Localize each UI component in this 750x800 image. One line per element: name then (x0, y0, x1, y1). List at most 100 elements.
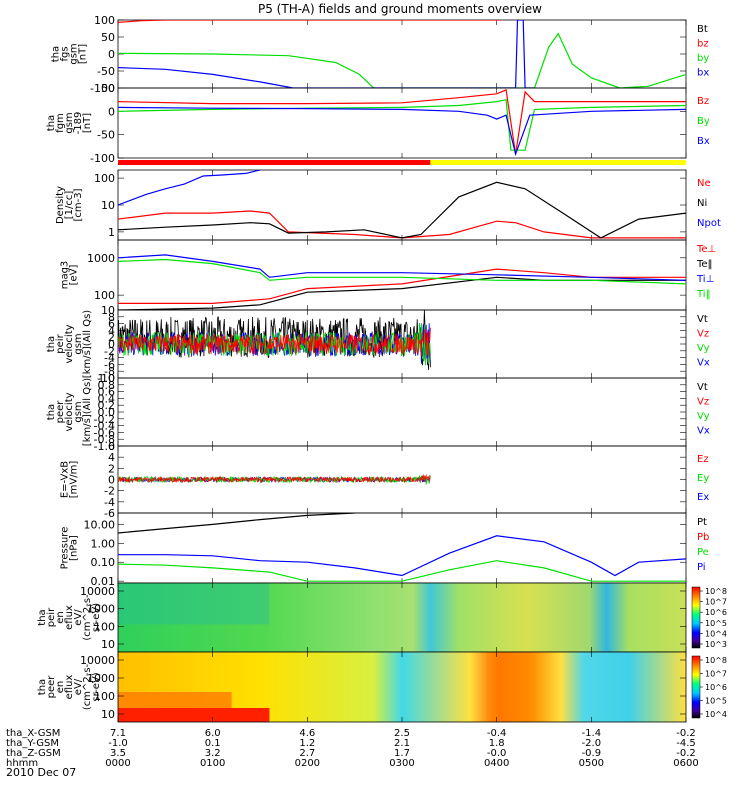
y-tick-label: -0.8 (94, 433, 115, 446)
colorbar-tick-label: 10^4 (705, 710, 727, 719)
x-row-value: -0.0 (487, 748, 507, 759)
panel-frame (117, 377, 687, 447)
y-axis-label: thafgsgsm[nT] (51, 43, 89, 64)
series-noise-blue (118, 323, 431, 364)
y-tick-label: -50 (97, 129, 115, 142)
panel-pressure: 10.00 1.00 0.10 0.01 Pressure[nPa] Pt Pb Pe Pi (60, 512, 709, 588)
y-tick-label: 10 (101, 638, 115, 651)
spectrogram-fill (118, 583, 686, 652)
legend-bz: bz (697, 39, 709, 50)
y-tick-label: 10000 (80, 585, 115, 598)
x-row-value: 1.8 (489, 738, 505, 749)
x-row-value: 1.2 (299, 738, 315, 749)
legend-Ey: Ey (697, 473, 709, 484)
spectrogram-orange-column (487, 652, 526, 722)
legend-Pt: Pt (697, 517, 707, 528)
panel-frame (117, 169, 687, 241)
x-tick-label: 0500 (579, 758, 604, 769)
legend-Ti‖: Ti‖ (696, 289, 711, 300)
y-tick-label: 4 (108, 324, 115, 337)
y-tick-label: 0 (108, 338, 115, 351)
y-tick-label: 0 (108, 105, 115, 118)
legend-Ex: Ex (697, 492, 709, 503)
y-tick-label: 1.0 (98, 372, 116, 385)
colorbar-tick-label: 10^4 (705, 629, 727, 638)
series-Npot (118, 170, 261, 206)
panel-frame (117, 239, 687, 311)
status-bar-red (118, 160, 431, 165)
series-Bz (118, 89, 686, 155)
y-axis-label: Pressure[nPa] (60, 527, 80, 570)
x-row-value: 7.1 (110, 728, 126, 739)
series-group (118, 254, 686, 310)
y-tick-label: 10000 (80, 654, 115, 667)
series-group (118, 20, 686, 88)
x-row-value: -4.5 (676, 738, 696, 749)
panel-density: 100 10 1 Density[1/cc][cm-3] Ne Ni Npot (55, 169, 721, 241)
colorbar-tick-label: 10^7 (705, 670, 727, 679)
y-tick-label: 1000 (87, 672, 115, 685)
y-tick-label: 2 (108, 331, 115, 344)
y-axis-label: thapeirvelocitygsm[km/s](All Qs) (46, 310, 93, 378)
series-Ti⊥ (118, 254, 686, 281)
y-tick-label: 0.8 (98, 379, 116, 392)
panel-fgs: 100 50 0 -50 -100 thafgsgsm[nT] Bt bz by bx (51, 14, 710, 95)
y-tick-label: 1000 (87, 252, 115, 265)
y-tick-label: -100 (90, 82, 115, 95)
y-tick-label: 10.00 (84, 518, 116, 531)
y-tick-label: -0.6 (94, 426, 115, 439)
x-tick-label: 0000 (105, 758, 130, 769)
y-tick-label: -10 (97, 372, 115, 385)
x-row-value: 2.7 (299, 748, 315, 759)
spectrogram-mid-band (118, 692, 232, 708)
y-tick-label: -100 (90, 152, 115, 165)
y-axis-label: thafgmgsm-189[nT] (46, 112, 93, 135)
series-Te⊥ (118, 268, 686, 304)
y-tick-label: -8 (104, 365, 115, 378)
panel-temperature: 1000 100 mag3[eV] Te⊥ Te‖ Ti⊥ Ti‖ (60, 239, 716, 311)
panel-fgm: 50 0 -50 -100 thafgmgsm-189[nT] Bz By Bx (46, 82, 710, 165)
y-tick-label: 0.01 (91, 575, 116, 588)
y-tick-label: 1 (108, 226, 115, 239)
y-tick-label: -2 (104, 345, 115, 358)
legend-Ni: Ni (697, 198, 707, 209)
panel-peir_spec: 10^8 10^710^6 10^510^4 10^3 10000 1000 100 10th… (37, 582, 727, 653)
y-tick-label: 8 (108, 311, 115, 324)
x-row-value: 2.1 (394, 738, 410, 749)
x-row-value: -0.2 (676, 748, 696, 759)
panels-group: 100500-50-100thafgsgsm[nT]Btbzbybx500-50… (37, 14, 727, 723)
spectrogram-teal-band (118, 583, 270, 625)
legend-Pe: Pe (697, 547, 709, 558)
x-row-name: tha_X-GSM (6, 728, 60, 739)
colorbar-tick-label: 10^3 (705, 640, 727, 649)
legend-Te‖: Te‖ (696, 259, 713, 270)
legend-Vz: Vz (697, 329, 709, 340)
y-tick-label: 100 (94, 690, 115, 703)
series-Ti‖ (118, 258, 686, 285)
x-row-value: -2.0 (582, 738, 602, 749)
spectrogram-lowenergy-band (118, 708, 270, 722)
x-row-value: 0.1 (205, 738, 221, 749)
series-By (118, 98, 686, 151)
colorbar (691, 586, 701, 649)
series-bz (118, 20, 502, 23)
y-tick-label: 100 (94, 14, 115, 27)
y-tick-label: 0.0 (98, 406, 116, 419)
y-tick-label: -0.4 (94, 420, 115, 433)
colorbar-tick-label: 10^8 (705, 587, 727, 596)
y-tick-label: 6 (108, 318, 115, 331)
y-axis-label: thapeerenefluxeV/(cm^2-s-sr-eV) (37, 663, 102, 710)
series-Bx (118, 106, 686, 157)
x-row-value: -0.2 (676, 728, 696, 739)
legend-bx: bx (697, 68, 709, 79)
x-tick-label: 0400 (484, 758, 509, 769)
x-row-value: -0.4 (487, 728, 507, 739)
status-bar-yellow (430, 160, 686, 165)
y-tick-label: 4 (108, 451, 115, 464)
series-noise-red (118, 327, 431, 358)
legend-Pb: Pb (697, 532, 709, 543)
legend-Npot: Npot (697, 218, 721, 229)
panel-frame (117, 87, 687, 159)
y-tick-label: 10 (101, 199, 115, 212)
y-tick-label: 50 (101, 31, 115, 44)
